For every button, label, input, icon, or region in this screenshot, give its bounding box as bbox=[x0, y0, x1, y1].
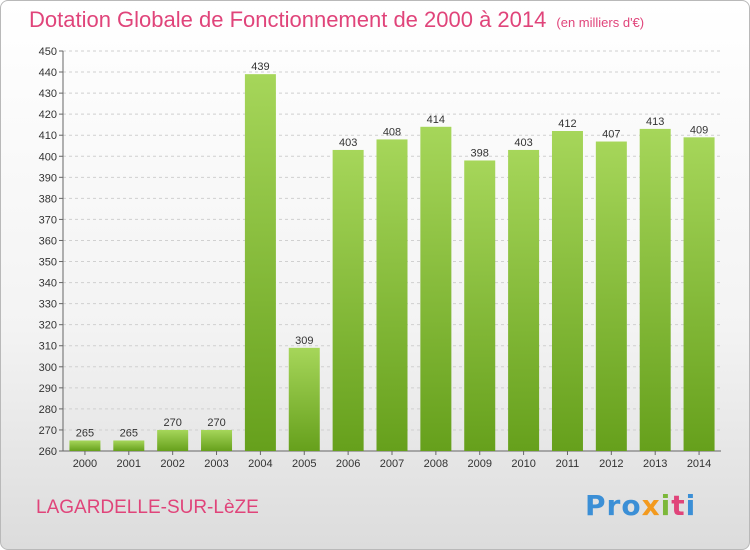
y-tick-label: 400 bbox=[39, 151, 57, 163]
x-tick-label-2004: 2004 bbox=[248, 458, 272, 470]
y-tick-label: 420 bbox=[39, 109, 57, 121]
bar-2014 bbox=[683, 137, 715, 451]
y-tick-label: 330 bbox=[39, 299, 57, 311]
logo-part-2: x bbox=[641, 489, 661, 522]
bar-2000 bbox=[69, 440, 101, 451]
x-tick-label-2012: 2012 bbox=[599, 458, 623, 470]
logo-part-1: Pro bbox=[585, 489, 642, 522]
data-label-2005: 309 bbox=[295, 335, 313, 347]
y-tick-label: 380 bbox=[39, 193, 57, 205]
y-tick-label: 440 bbox=[39, 67, 57, 79]
bar-2004 bbox=[244, 74, 276, 451]
data-label-2008: 414 bbox=[427, 114, 445, 126]
proxiti-logo[interactable]: Proxiti bbox=[585, 489, 696, 522]
x-tick-label-2008: 2008 bbox=[424, 458, 448, 470]
data-label-2002: 270 bbox=[163, 417, 181, 429]
data-label-2000: 265 bbox=[76, 427, 94, 439]
bar-2007 bbox=[376, 139, 408, 451]
x-tick-label-2013: 2013 bbox=[643, 458, 667, 470]
bar-2008 bbox=[420, 126, 452, 451]
x-tick-label-2003: 2003 bbox=[204, 458, 228, 470]
data-label-2014: 409 bbox=[690, 124, 708, 136]
x-tick-label-2009: 2009 bbox=[467, 458, 491, 470]
y-tick-label: 450 bbox=[39, 46, 57, 58]
bar-2005 bbox=[288, 347, 320, 451]
data-label-2001: 265 bbox=[120, 427, 138, 439]
bar-2003 bbox=[201, 429, 233, 451]
x-tick-label-2005: 2005 bbox=[292, 458, 316, 470]
data-label-2012: 407 bbox=[602, 129, 620, 141]
y-tick-label: 430 bbox=[39, 88, 57, 100]
chart-subtitle: (en milliers d'€) bbox=[556, 15, 645, 30]
data-label-2006: 403 bbox=[339, 137, 357, 149]
bar-2010 bbox=[508, 149, 540, 451]
x-tick-label-2007: 2007 bbox=[380, 458, 404, 470]
data-label-2013: 413 bbox=[646, 116, 664, 128]
bar-2012 bbox=[595, 141, 627, 452]
labels: 260 270 280 290 300 310 320 330 340 350 360 370 380 3… bbox=[39, 46, 712, 470]
y-tick-label: 350 bbox=[39, 257, 57, 269]
data-label-2003: 270 bbox=[207, 417, 225, 429]
logo-part-3: i bbox=[660, 489, 672, 522]
y-tick-label: 390 bbox=[39, 172, 57, 184]
y-tick-label: 270 bbox=[39, 425, 57, 437]
x-tick-label-2011: 2011 bbox=[556, 458, 580, 470]
bar-2011 bbox=[551, 131, 583, 451]
bar-2002 bbox=[157, 429, 189, 451]
x-tick-label-2006: 2006 bbox=[336, 458, 360, 470]
y-tick-label: 320 bbox=[39, 320, 57, 332]
x-tick-label-2002: 2002 bbox=[160, 458, 184, 470]
data-label-2010: 403 bbox=[514, 137, 532, 149]
bars bbox=[69, 74, 715, 452]
y-tick-label: 370 bbox=[39, 214, 57, 226]
y-tick-label: 280 bbox=[39, 404, 57, 416]
bar-2009 bbox=[464, 160, 496, 451]
logo-part-4: t bbox=[671, 489, 686, 522]
y-tick-label: 310 bbox=[39, 341, 57, 353]
y-tick-label: 260 bbox=[39, 446, 57, 458]
data-label-2004: 439 bbox=[251, 61, 269, 73]
bar-2001 bbox=[113, 440, 145, 451]
x-tick-label-2000: 2000 bbox=[73, 458, 97, 470]
y-tick-label: 340 bbox=[39, 278, 57, 290]
y-tick-label: 290 bbox=[39, 383, 57, 395]
data-label-2007: 408 bbox=[383, 126, 401, 138]
chart-title-text: Dotation Globale de Fonctionnement de 20… bbox=[29, 7, 547, 32]
x-tick-label-2010: 2010 bbox=[511, 458, 535, 470]
y-tick-label: 300 bbox=[39, 362, 57, 374]
data-label-2011: 412 bbox=[558, 118, 576, 130]
bar-2006 bbox=[332, 149, 364, 451]
y-tick-label: 360 bbox=[39, 235, 57, 247]
data-label-2009: 398 bbox=[471, 147, 489, 159]
logo-part-5: i bbox=[685, 489, 697, 522]
x-tick-label-2014: 2014 bbox=[687, 458, 711, 470]
commune-name: LAGARDELLE-SUR-LèZE bbox=[36, 497, 259, 518]
x-tick-label-2001: 2001 bbox=[117, 458, 141, 470]
chart-title: Dotation Globale de Fonctionnement de 20… bbox=[29, 7, 644, 33]
bar-2013 bbox=[639, 128, 671, 451]
y-tick-label: 410 bbox=[39, 130, 57, 142]
